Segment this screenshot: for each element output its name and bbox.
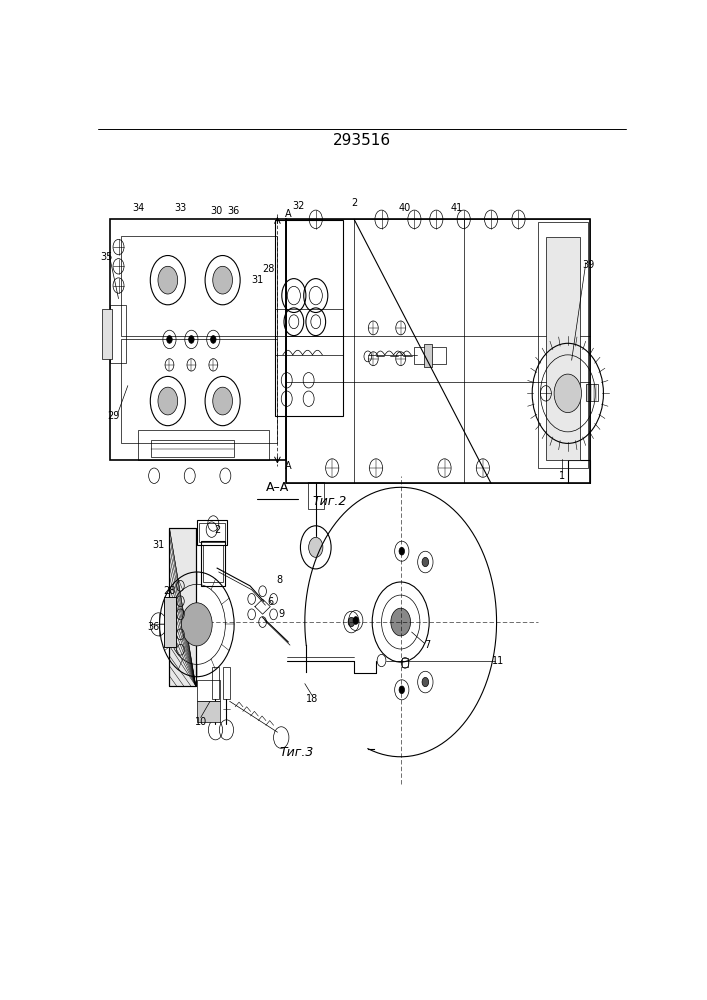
Circle shape bbox=[158, 266, 177, 294]
Circle shape bbox=[213, 387, 233, 415]
Bar bbox=[151, 440, 233, 457]
Bar bbox=[164, 597, 176, 647]
Text: 34: 34 bbox=[133, 203, 145, 213]
Bar bbox=[197, 701, 220, 722]
Circle shape bbox=[189, 336, 194, 343]
Bar bbox=[102, 309, 112, 359]
Bar bbox=[164, 597, 176, 647]
Text: Τиг.2: Τиг.2 bbox=[312, 495, 346, 508]
Text: 30: 30 bbox=[210, 206, 222, 216]
Bar bbox=[170, 528, 196, 686]
Text: А–А: А–А bbox=[266, 481, 289, 494]
Bar bbox=[275, 220, 343, 416]
Text: 40: 40 bbox=[399, 203, 411, 213]
Text: 2: 2 bbox=[214, 525, 221, 535]
Text: 18: 18 bbox=[306, 694, 318, 704]
Text: 39: 39 bbox=[582, 260, 594, 270]
Bar bbox=[424, 344, 433, 367]
Bar bbox=[546, 237, 580, 460]
Bar bbox=[201, 541, 226, 586]
Text: 28: 28 bbox=[163, 586, 175, 596]
Text: 32: 32 bbox=[293, 201, 305, 211]
Bar bbox=[197, 520, 227, 545]
Circle shape bbox=[348, 617, 355, 627]
Bar bbox=[110, 305, 126, 363]
Bar bbox=[586, 384, 598, 401]
Bar bbox=[286, 219, 590, 483]
Bar bbox=[308, 482, 324, 509]
Text: A: A bbox=[284, 461, 291, 471]
Bar bbox=[138, 430, 269, 460]
Text: 36: 36 bbox=[147, 622, 159, 632]
Circle shape bbox=[213, 266, 233, 294]
Text: 9: 9 bbox=[278, 609, 284, 619]
Text: 31: 31 bbox=[153, 540, 165, 550]
Text: 2: 2 bbox=[351, 198, 357, 208]
Bar bbox=[170, 528, 196, 686]
Text: 33: 33 bbox=[175, 203, 187, 213]
Text: A: A bbox=[284, 209, 291, 219]
Bar bbox=[122, 235, 277, 336]
Text: 7: 7 bbox=[424, 640, 430, 650]
Bar bbox=[197, 680, 220, 701]
Bar bbox=[538, 222, 588, 468]
Circle shape bbox=[211, 336, 216, 343]
Circle shape bbox=[391, 608, 411, 636]
Circle shape bbox=[182, 603, 212, 646]
Bar bbox=[402, 658, 409, 667]
Circle shape bbox=[309, 537, 323, 557]
Bar bbox=[286, 219, 590, 483]
Bar bbox=[110, 219, 286, 460]
Text: 28: 28 bbox=[262, 264, 274, 274]
Circle shape bbox=[422, 677, 428, 687]
Bar bbox=[223, 667, 230, 699]
Text: 11: 11 bbox=[492, 656, 504, 666]
Bar bbox=[211, 667, 219, 699]
Text: 6: 6 bbox=[267, 597, 274, 607]
Circle shape bbox=[554, 374, 582, 413]
Circle shape bbox=[399, 686, 404, 694]
Text: 41: 41 bbox=[450, 203, 462, 213]
Bar bbox=[199, 523, 225, 542]
Text: 29: 29 bbox=[107, 411, 119, 421]
Text: 293516: 293516 bbox=[333, 133, 392, 148]
Circle shape bbox=[167, 336, 173, 343]
Text: Τиг.3: Τиг.3 bbox=[279, 746, 314, 759]
Bar bbox=[122, 339, 277, 443]
Circle shape bbox=[158, 387, 177, 415]
Text: 36: 36 bbox=[227, 206, 239, 216]
Text: 31: 31 bbox=[251, 275, 263, 285]
Circle shape bbox=[399, 547, 404, 555]
Circle shape bbox=[422, 557, 428, 567]
Text: 35: 35 bbox=[100, 252, 112, 262]
Bar bbox=[204, 545, 223, 582]
Circle shape bbox=[353, 617, 358, 624]
Text: 8: 8 bbox=[276, 575, 282, 585]
Text: 10: 10 bbox=[194, 717, 207, 727]
Text: 1: 1 bbox=[559, 471, 566, 481]
Bar bbox=[414, 347, 446, 364]
